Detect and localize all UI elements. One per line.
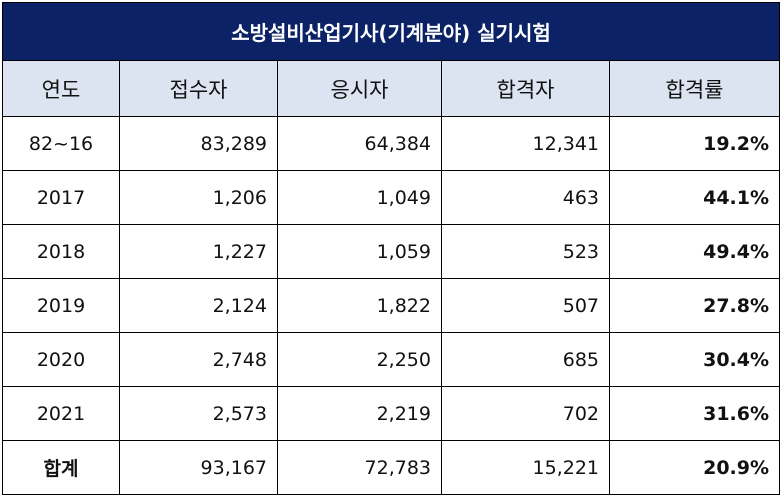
total-row: 합계 93,167 72,783 15,221 20.9% bbox=[2, 440, 781, 495]
table-title: 소방설비산업기사(기계분야) 실기시험 bbox=[1, 2, 781, 61]
table-row: 2019 2,124 1,822 507 27.8% bbox=[2, 278, 781, 333]
cell-applicants: 2,124 bbox=[119, 278, 278, 333]
header-applicants: 접수자 bbox=[119, 60, 278, 117]
cell-passed: 507 bbox=[441, 278, 610, 333]
cell-passed: 702 bbox=[441, 386, 610, 441]
cell-applicants: 83,289 bbox=[119, 116, 278, 171]
cell-applicants: 1,227 bbox=[119, 224, 278, 279]
cell-examinees: 1,822 bbox=[277, 278, 442, 333]
cell-applicants: 2,573 bbox=[119, 386, 278, 441]
cell-pass-rate: 44.1% bbox=[608, 170, 781, 225]
cell-applicants: 2,748 bbox=[119, 332, 278, 387]
cell-year: 2021 bbox=[2, 386, 120, 441]
cell-total-passed: 15,221 bbox=[441, 440, 610, 495]
cell-examinees: 2,250 bbox=[277, 332, 442, 387]
cell-year: 2017 bbox=[2, 170, 120, 225]
cell-year: 2018 bbox=[2, 224, 120, 279]
cell-examinees: 1,059 bbox=[277, 224, 442, 279]
header-year: 연도 bbox=[2, 60, 120, 117]
header-examinees: 응시자 bbox=[277, 60, 442, 117]
cell-total-examinees: 72,783 bbox=[277, 440, 442, 495]
table-title-row: 소방설비산업기사(기계분야) 실기시험 bbox=[1, 2, 781, 61]
cell-pass-rate: 27.8% bbox=[608, 278, 781, 333]
cell-passed: 12,341 bbox=[441, 116, 610, 171]
cell-total-applicants: 93,167 bbox=[119, 440, 278, 495]
cell-examinees: 64,384 bbox=[277, 116, 442, 171]
cell-passed: 463 bbox=[441, 170, 610, 225]
table-row: 2021 2,573 2,219 702 31.6% bbox=[2, 386, 781, 441]
cell-total-pass-rate: 20.9% bbox=[608, 440, 781, 495]
table-row: 82~16 83,289 64,384 12,341 19.2% bbox=[2, 116, 781, 171]
table-row: 2017 1,206 1,049 463 44.1% bbox=[2, 170, 781, 225]
table-row: 2020 2,748 2,250 685 30.4% bbox=[2, 332, 781, 387]
cell-passed: 523 bbox=[441, 224, 610, 279]
header-row: 연도 접수자 응시자 합격자 합격률 bbox=[2, 60, 781, 117]
cell-pass-rate: 49.4% bbox=[608, 224, 781, 279]
cell-total-label: 합계 bbox=[2, 440, 120, 495]
cell-pass-rate: 31.6% bbox=[608, 386, 781, 441]
cell-pass-rate: 19.2% bbox=[608, 116, 781, 171]
cell-year: 2020 bbox=[2, 332, 120, 387]
cell-passed: 685 bbox=[441, 332, 610, 387]
cell-applicants: 1,206 bbox=[119, 170, 278, 225]
cell-year: 2019 bbox=[2, 278, 120, 333]
cell-pass-rate: 30.4% bbox=[608, 332, 781, 387]
cell-examinees: 1,049 bbox=[277, 170, 442, 225]
header-passed: 합격자 bbox=[441, 60, 610, 117]
header-pass-rate: 합격률 bbox=[608, 60, 781, 117]
cell-year: 82~16 bbox=[2, 116, 120, 171]
cell-examinees: 2,219 bbox=[277, 386, 442, 441]
table-row: 2018 1,227 1,059 523 49.4% bbox=[2, 224, 781, 279]
